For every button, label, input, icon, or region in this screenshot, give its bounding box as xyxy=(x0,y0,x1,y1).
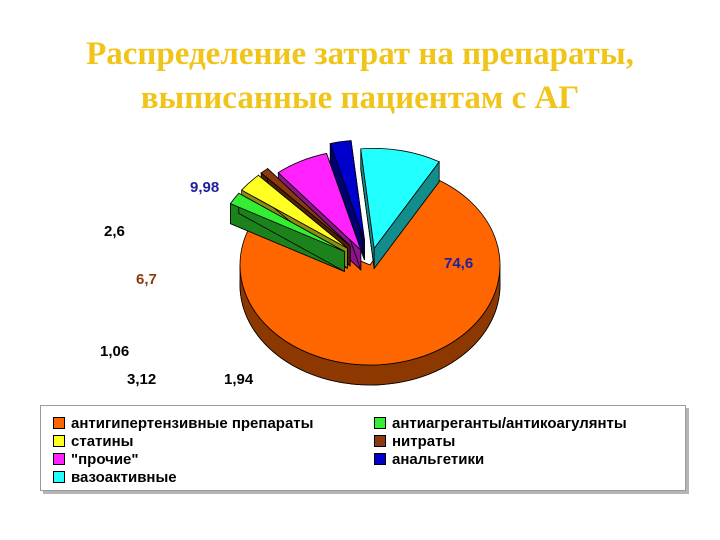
legend-item: антигипертензивные препараты xyxy=(53,413,313,433)
pie-slice xyxy=(229,192,345,273)
legend-swatch xyxy=(53,435,65,447)
data-label: 6,7 xyxy=(136,271,157,288)
legend-label: статины xyxy=(71,432,134,450)
data-label: 1,06 xyxy=(100,343,129,360)
pie-chart: 74,6 1,94 3,12 1,06 6,7 2,6 9,98 xyxy=(100,140,501,388)
chart-legend: антигипертензивные препараты антиагрегант… xyxy=(40,405,686,491)
chart-title-line-2: выписанные пациентам с АГ xyxy=(140,80,580,116)
legend-label: "прочие" xyxy=(71,450,139,468)
legend-swatch xyxy=(53,471,65,483)
legend-swatch xyxy=(53,417,65,429)
legend-label: антиагреганты/антикоагулянты xyxy=(392,414,627,432)
legend-label: вазоактивные xyxy=(71,468,177,486)
legend-item: нитраты xyxy=(374,431,455,451)
legend-item: "прочие" xyxy=(53,449,139,469)
chart-title-line-1: Распределение затрат на препараты, xyxy=(86,36,634,72)
legend-swatch xyxy=(374,453,386,465)
legend-item: вазоактивные xyxy=(53,467,177,487)
legend-swatch xyxy=(374,435,386,447)
data-label: 9,98 xyxy=(190,179,219,196)
data-label: 74,6 xyxy=(444,255,473,272)
legend-item: статины xyxy=(53,431,133,451)
legend-label: нитраты xyxy=(392,432,456,450)
legend-label: антигипертензивные препараты xyxy=(71,414,314,432)
legend-label: анальгетики xyxy=(392,450,485,468)
legend-item: анальгетики xyxy=(374,449,484,469)
data-label: 3,12 xyxy=(127,371,156,388)
legend-swatch xyxy=(374,417,386,429)
legend-item: антиагреганты/антикоагулянты xyxy=(374,413,627,433)
pie-slice xyxy=(360,148,440,270)
data-label: 1,94 xyxy=(224,371,254,388)
data-label: 2,6 xyxy=(104,223,125,240)
legend-swatch xyxy=(53,453,65,465)
chart-title: Распределение затрат на препараты, выпис… xyxy=(0,32,720,120)
